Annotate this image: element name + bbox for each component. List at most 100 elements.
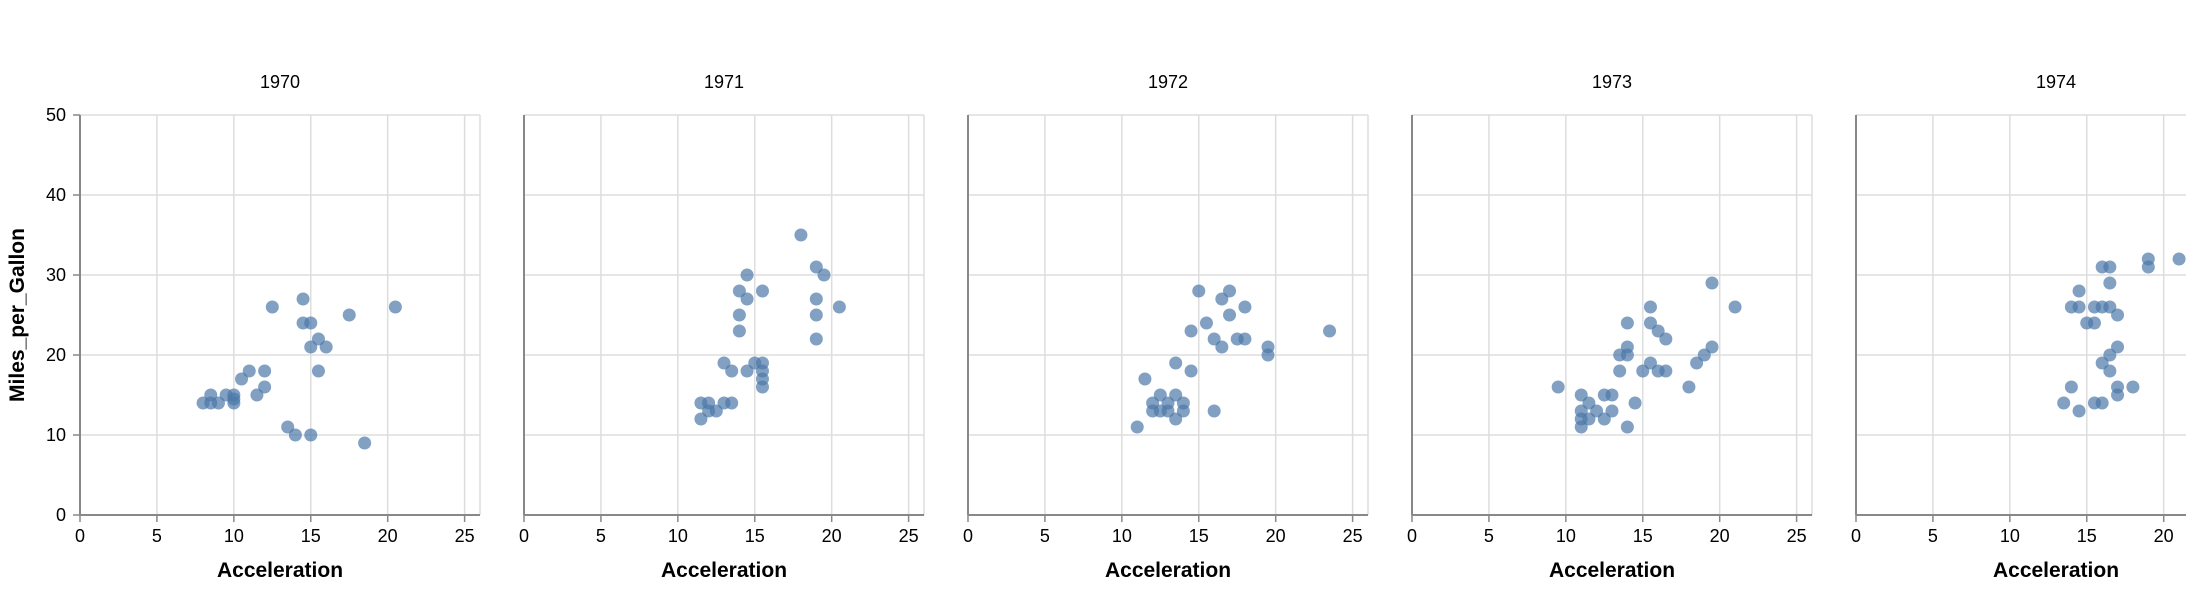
x-axis-title: Acceleration	[661, 559, 787, 582]
data-point	[1184, 324, 1198, 338]
x-tick-label: 0	[963, 526, 973, 546]
facet-1970: 1970 0 5 10 15 20 25 Acceleration 0 10 20 30 40 50 Mil…	[6, 72, 481, 582]
x-tick-label: 0	[519, 526, 529, 546]
x-tick-label: 15	[1633, 526, 1653, 546]
data-point	[2072, 300, 2086, 314]
data-point	[211, 396, 225, 410]
data-point	[1643, 356, 1657, 370]
data-point	[311, 364, 325, 378]
facet-1972: 1972 0 5 10 15 20 25 Acceleration	[963, 72, 1369, 582]
facet-1973: 1973 0 5 10 15 20 25 Acceleration	[1407, 72, 1813, 582]
data-point	[2103, 276, 2117, 290]
data-point	[258, 380, 272, 394]
data-point	[1620, 316, 1634, 330]
data-point	[242, 364, 256, 378]
data-point	[2103, 348, 2117, 362]
data-point	[1146, 396, 1160, 410]
data-point	[1574, 388, 1588, 402]
data-point	[1620, 348, 1634, 362]
y-axis-title: Miles_per_Gallon	[6, 228, 29, 402]
data-point	[1323, 324, 1337, 338]
data-point	[809, 292, 823, 306]
x-tick-label: 10	[1556, 526, 1576, 546]
data-point	[1590, 404, 1604, 418]
data-point	[1628, 396, 1642, 410]
data-point	[1176, 396, 1190, 410]
data-point	[1184, 364, 1198, 378]
data-point	[2141, 260, 2155, 274]
y-tick-label: 20	[46, 345, 66, 365]
x-tick-label: 5	[596, 526, 606, 546]
data-point	[740, 364, 754, 378]
data-point	[2057, 396, 2071, 410]
data-point	[2087, 316, 2101, 330]
x-tick-label: 20	[378, 526, 398, 546]
facet-1971: 1971 0 5 10 15 20 25 Acceleration	[519, 72, 925, 582]
data-point	[1574, 420, 1588, 434]
data-point	[702, 396, 716, 410]
x-tick-label: 5	[1928, 526, 1938, 546]
data-point	[1605, 388, 1619, 402]
facet-1974: 19740510152025Acceleration	[1851, 72, 2186, 582]
data-point	[258, 364, 272, 378]
y-tick-label: 10	[46, 425, 66, 445]
data-point	[1651, 324, 1665, 338]
data-point	[1582, 396, 1596, 410]
x-tick-label: 15	[301, 526, 321, 546]
data-point	[755, 356, 769, 370]
x-axis-title: Acceleration	[217, 559, 343, 582]
data-point	[1223, 284, 1237, 298]
data-point	[717, 356, 731, 370]
data-point	[342, 308, 356, 322]
data-point	[1169, 388, 1183, 402]
data-point	[1223, 308, 1237, 322]
data-point	[1690, 356, 1704, 370]
data-point	[2103, 300, 2117, 314]
data-point	[2095, 396, 2109, 410]
x-tick-label: 20	[1710, 526, 1730, 546]
x-tick-label: 15	[745, 526, 765, 546]
data-point	[1130, 420, 1144, 434]
data-point	[809, 308, 823, 322]
x-tick-label: 5	[1484, 526, 1494, 546]
data-point	[1207, 332, 1221, 346]
data-point	[281, 420, 295, 434]
facet-title: 1974	[2036, 72, 2076, 92]
data-point	[1238, 332, 1252, 346]
data-point	[1261, 348, 1275, 362]
x-tick-label: 20	[2154, 526, 2174, 546]
y-tick-label: 0	[56, 505, 66, 525]
x-tick-label: 10	[668, 526, 688, 546]
data-point	[227, 392, 241, 406]
data-point	[1643, 316, 1657, 330]
data-point	[740, 268, 754, 282]
data-point	[2126, 380, 2140, 394]
data-point	[2095, 356, 2109, 370]
data-point	[1215, 340, 1229, 354]
data-point	[709, 404, 723, 418]
data-point	[1705, 340, 1719, 354]
data-point	[2103, 260, 2117, 274]
data-point	[1697, 348, 1711, 362]
data-point	[1659, 364, 1673, 378]
data-point	[311, 332, 325, 346]
data-point	[304, 316, 318, 330]
x-tick-label: 10	[224, 526, 244, 546]
data-point	[1238, 300, 1252, 314]
x-tick-label: 5	[152, 526, 162, 546]
data-point	[1138, 372, 1152, 386]
data-point	[732, 324, 746, 338]
data-point	[235, 372, 249, 386]
data-point	[2103, 364, 2117, 378]
data-point	[740, 292, 754, 306]
facet-title: 1973	[1592, 72, 1632, 92]
data-point	[1659, 332, 1673, 346]
data-point	[304, 340, 318, 354]
data-point	[817, 268, 831, 282]
x-tick-label: 25	[1787, 526, 1807, 546]
x-tick-label: 0	[75, 526, 85, 546]
data-point	[694, 412, 708, 426]
data-point	[1215, 292, 1229, 306]
y-tick-label: 50	[46, 105, 66, 125]
